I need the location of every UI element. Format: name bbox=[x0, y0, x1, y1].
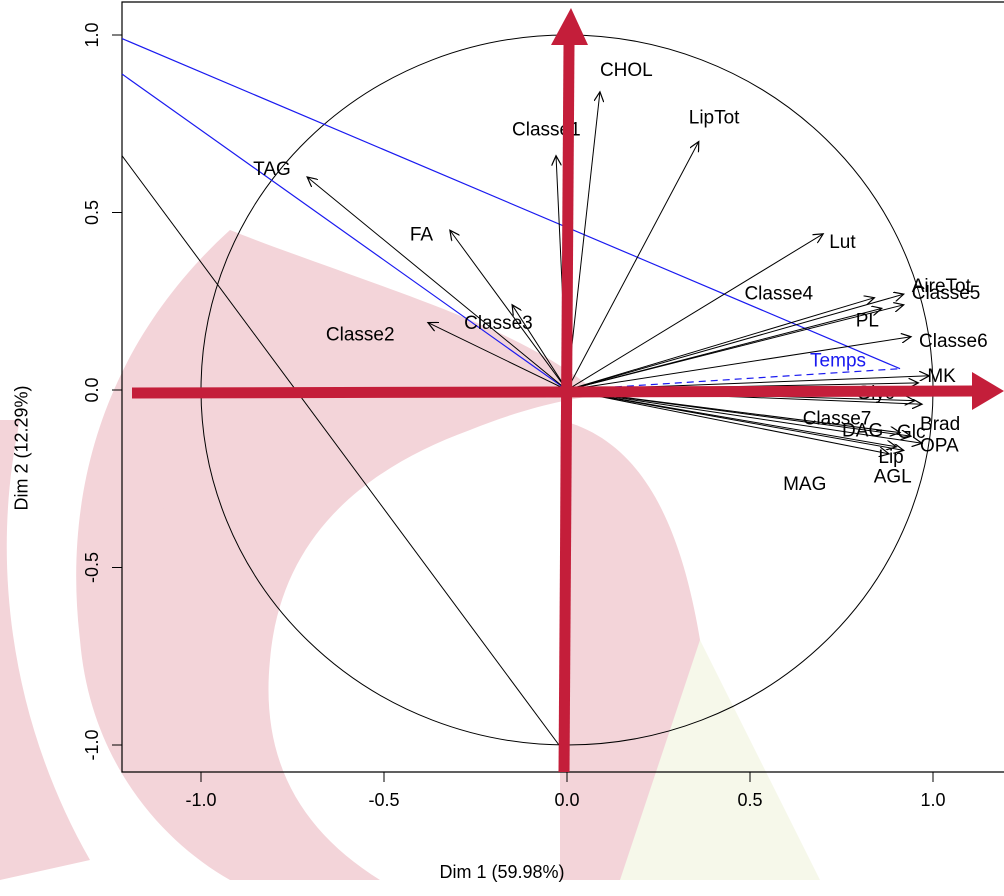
vector-classe2 bbox=[428, 323, 568, 391]
vector-classe5 bbox=[566, 305, 904, 391]
vector-label-classe5: Classe5 bbox=[912, 283, 981, 304]
y-axis-arrowhead bbox=[551, 8, 588, 45]
y-tick-label: 0.0 bbox=[82, 377, 102, 402]
y-tick-label: 0.5 bbox=[82, 200, 102, 225]
vector-label-classe4: Classe4 bbox=[744, 284, 813, 305]
x-tick-label: -1.0 bbox=[185, 790, 216, 810]
vector-label-tag: TAG bbox=[253, 159, 291, 180]
projection-line bbox=[121, 73, 568, 391]
supplementary-vector bbox=[566, 368, 901, 391]
x-axis-arrowhead bbox=[972, 372, 1004, 410]
vector-classe6 bbox=[566, 337, 911, 391]
vector-agl bbox=[566, 389, 904, 450]
x-tick-label: 0.5 bbox=[737, 790, 762, 810]
vector-classe3 bbox=[512, 305, 568, 391]
vector-label-classe3: Classe3 bbox=[464, 313, 533, 334]
y-tick-label: -1.0 bbox=[82, 729, 102, 760]
plot-frame bbox=[121, 1, 1004, 773]
axis-layer bbox=[131, 8, 1004, 773]
y-axis-arrow bbox=[558, 44, 575, 773]
vector-lut bbox=[566, 234, 823, 391]
background-watermark bbox=[0, 230, 820, 880]
y-axis-label: Dim 2 (12.29%) bbox=[11, 385, 32, 511]
x-axis-label: Dim 1 (59.98%) bbox=[439, 862, 565, 882]
vector-label-opa: OPA bbox=[920, 435, 959, 456]
supplementary-label: Temps bbox=[810, 351, 866, 372]
projection-line bbox=[121, 155, 560, 746]
vector-label-classe2: Classe2 bbox=[326, 325, 395, 346]
vector-glc bbox=[566, 389, 911, 436]
vector-label-agl: AGL bbox=[874, 466, 912, 487]
x-tick-label: 1.0 bbox=[920, 790, 945, 810]
x-axis-arrow bbox=[131, 385, 976, 399]
y-tick-label: 1.0 bbox=[82, 22, 102, 47]
y-tick-label: -0.5 bbox=[82, 552, 102, 583]
vector-fa bbox=[450, 230, 568, 391]
vector-label-mag: MAG bbox=[783, 474, 826, 495]
vector-classe4 bbox=[566, 298, 874, 391]
vector-mag bbox=[566, 389, 889, 454]
vector-label-airetot: AireTot bbox=[912, 276, 972, 297]
vector-label-classe6: Classe6 bbox=[919, 331, 988, 352]
vector-opa bbox=[566, 389, 922, 443]
vector-liptot bbox=[566, 142, 699, 391]
vector-label-chol: CHOL bbox=[600, 60, 653, 81]
vector-label-fa: FA bbox=[410, 224, 434, 245]
vector-label-mk: MK bbox=[927, 366, 956, 387]
vector-label-liptot: LipTot bbox=[689, 108, 740, 129]
vector-tag bbox=[307, 177, 568, 391]
vector-label-brad: Brad bbox=[920, 414, 960, 435]
vector-airetot bbox=[566, 294, 904, 391]
x-tick-label: 0.0 bbox=[554, 790, 579, 810]
vector-chol bbox=[566, 92, 600, 391]
x-tick-label: -0.5 bbox=[368, 790, 399, 810]
vector-label-lut: Lut bbox=[829, 232, 856, 253]
projection-line bbox=[121, 37, 901, 370]
